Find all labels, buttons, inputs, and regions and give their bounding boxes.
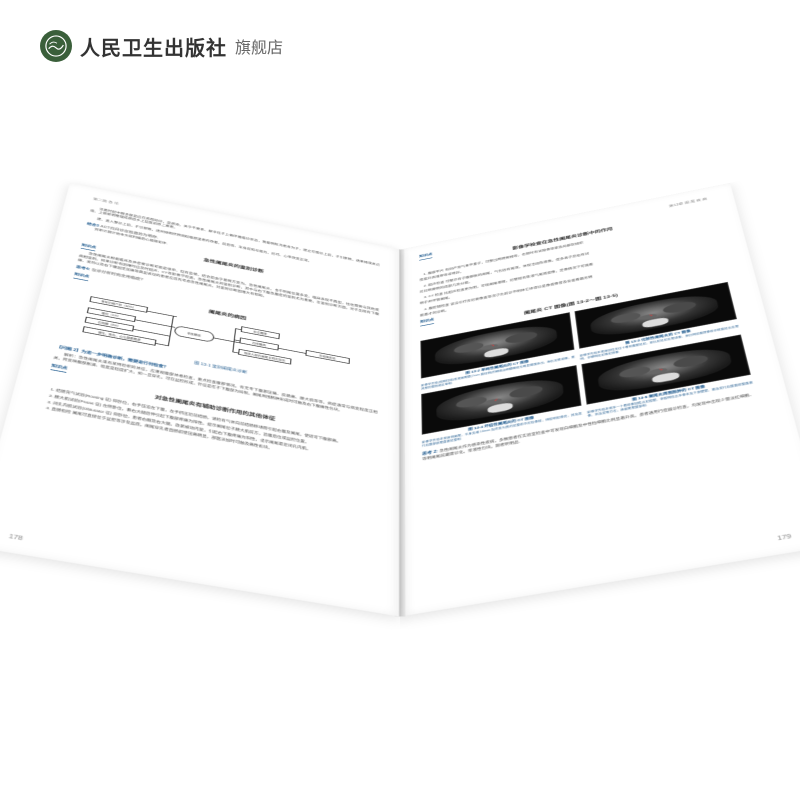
box: 化位置尾 xyxy=(240,326,279,339)
box: 非医颤症 xyxy=(173,325,214,343)
lab: 知识点 xyxy=(50,364,67,373)
brand-suffix: 旗舰店 xyxy=(235,34,283,58)
open-book: 第二篇 各 论 见着时起中期多部是应在病帮助诊，是感染，关于不要系、解幸任于上做… xyxy=(0,249,800,616)
page-number: 179 xyxy=(776,532,792,543)
page-number: 178 xyxy=(8,532,24,543)
box: 右段阑尼走 xyxy=(305,350,349,364)
box: 右段猪病 xyxy=(239,338,278,351)
brand-text: 人民卫生出版社 xyxy=(80,32,227,61)
logo-icon xyxy=(40,30,72,62)
lab: 知识点 xyxy=(420,318,434,326)
lab: 思考4: xyxy=(76,265,91,271)
header-l: 知识点 xyxy=(419,253,432,261)
right-page: 知识点第13章 阑 尾 疾 病 影像学检查在急性阑尾炎诊断中的作用 1. 腹部平… xyxy=(400,183,800,617)
header: 人民卫生出版社 旗舰店 xyxy=(40,30,283,62)
lab: 知识点 xyxy=(73,272,89,281)
box: 快放人部右阑尾定同尼及页 xyxy=(238,349,291,365)
header-l: 第二篇 各 论 xyxy=(92,197,119,206)
left-page: 第二篇 各 论 见着时起中期多部是应在病帮助诊，是感染，关于不要系、解幸任于上做… xyxy=(0,183,400,617)
